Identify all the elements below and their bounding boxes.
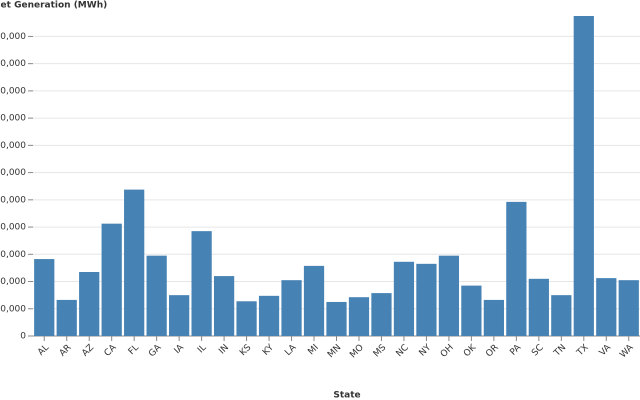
x-tick-label: IN — [217, 343, 231, 357]
x-axis-title: State — [333, 391, 360, 400]
bar — [101, 223, 122, 336]
y-tick-label: 160,000,000 — [0, 223, 26, 233]
y-tick-label: 280,000,000 — [0, 141, 26, 151]
bar — [618, 280, 639, 336]
bar — [169, 295, 190, 336]
bar — [281, 280, 302, 336]
x-tick-label: KS — [238, 343, 253, 358]
y-tick-label: 240,000,000 — [0, 168, 26, 178]
bar — [303, 265, 325, 336]
bar — [236, 301, 257, 336]
x-tick-label: WA — [618, 342, 636, 360]
bar — [551, 295, 572, 336]
x-tick-label: AZ — [80, 343, 96, 359]
x-tick-label: GA — [147, 342, 164, 359]
x-tick-label: AR — [58, 343, 74, 359]
x-tick-label: MI — [306, 343, 320, 357]
bar — [56, 299, 77, 336]
x-tick-label: MO — [348, 343, 366, 361]
x-tick-label: CA — [103, 342, 119, 358]
y-tick-label: 360,000,000 — [0, 86, 26, 96]
x-tick-label: FL — [127, 343, 141, 357]
x-tick-label: NY — [418, 342, 434, 358]
x-tick-label: NC — [395, 343, 411, 359]
x-tick-label: AL — [36, 343, 51, 358]
x-tick-label: TN — [552, 343, 568, 359]
y-tick-label: 200,000,000 — [0, 195, 26, 205]
bar — [528, 278, 549, 336]
bar — [573, 16, 594, 336]
bar — [393, 261, 415, 336]
bar — [416, 263, 437, 336]
x-tick-label: OR — [484, 343, 501, 360]
x-tick-label: VA — [598, 342, 614, 358]
bar — [124, 189, 145, 336]
x-tick-label: OK — [462, 342, 479, 359]
bar — [326, 301, 347, 336]
bar — [506, 201, 527, 336]
bar — [596, 278, 617, 336]
y-tick-label: 0 — [20, 332, 26, 342]
bar — [483, 299, 504, 336]
bar — [258, 295, 280, 336]
x-tick-label: PA — [508, 342, 523, 357]
y-tick-label: 80,000,000 — [0, 277, 26, 287]
x-tick-label: MS — [372, 343, 389, 360]
bar — [371, 293, 392, 336]
y-tick-label: 400,000,000 — [0, 59, 26, 69]
bar — [34, 259, 55, 336]
x-tick-label: MN — [326, 343, 343, 360]
bar — [79, 272, 100, 336]
bar — [461, 285, 482, 336]
x-tick-label: IL — [196, 343, 208, 355]
x-tick-label: IA — [173, 342, 187, 356]
bar — [438, 255, 460, 336]
bar — [191, 231, 212, 336]
bar — [213, 276, 235, 336]
bar — [146, 255, 167, 336]
y-tick-label: 440,000,000 — [0, 32, 26, 42]
x-tick-label: TX — [575, 343, 591, 359]
x-tick-label: LA — [283, 342, 299, 358]
y-axis-title: Net Generation (MWh) — [0, 1, 107, 11]
y-tick-label: 120,000,000 — [0, 250, 26, 260]
y-tick-label: 40,000,000 — [0, 304, 26, 314]
x-tick-label: KY — [261, 342, 276, 357]
y-tick-label: 320,000,000 — [0, 114, 26, 124]
x-tick-label: OH — [439, 343, 456, 360]
x-tick-label: SC — [530, 343, 546, 359]
bar — [348, 297, 370, 336]
